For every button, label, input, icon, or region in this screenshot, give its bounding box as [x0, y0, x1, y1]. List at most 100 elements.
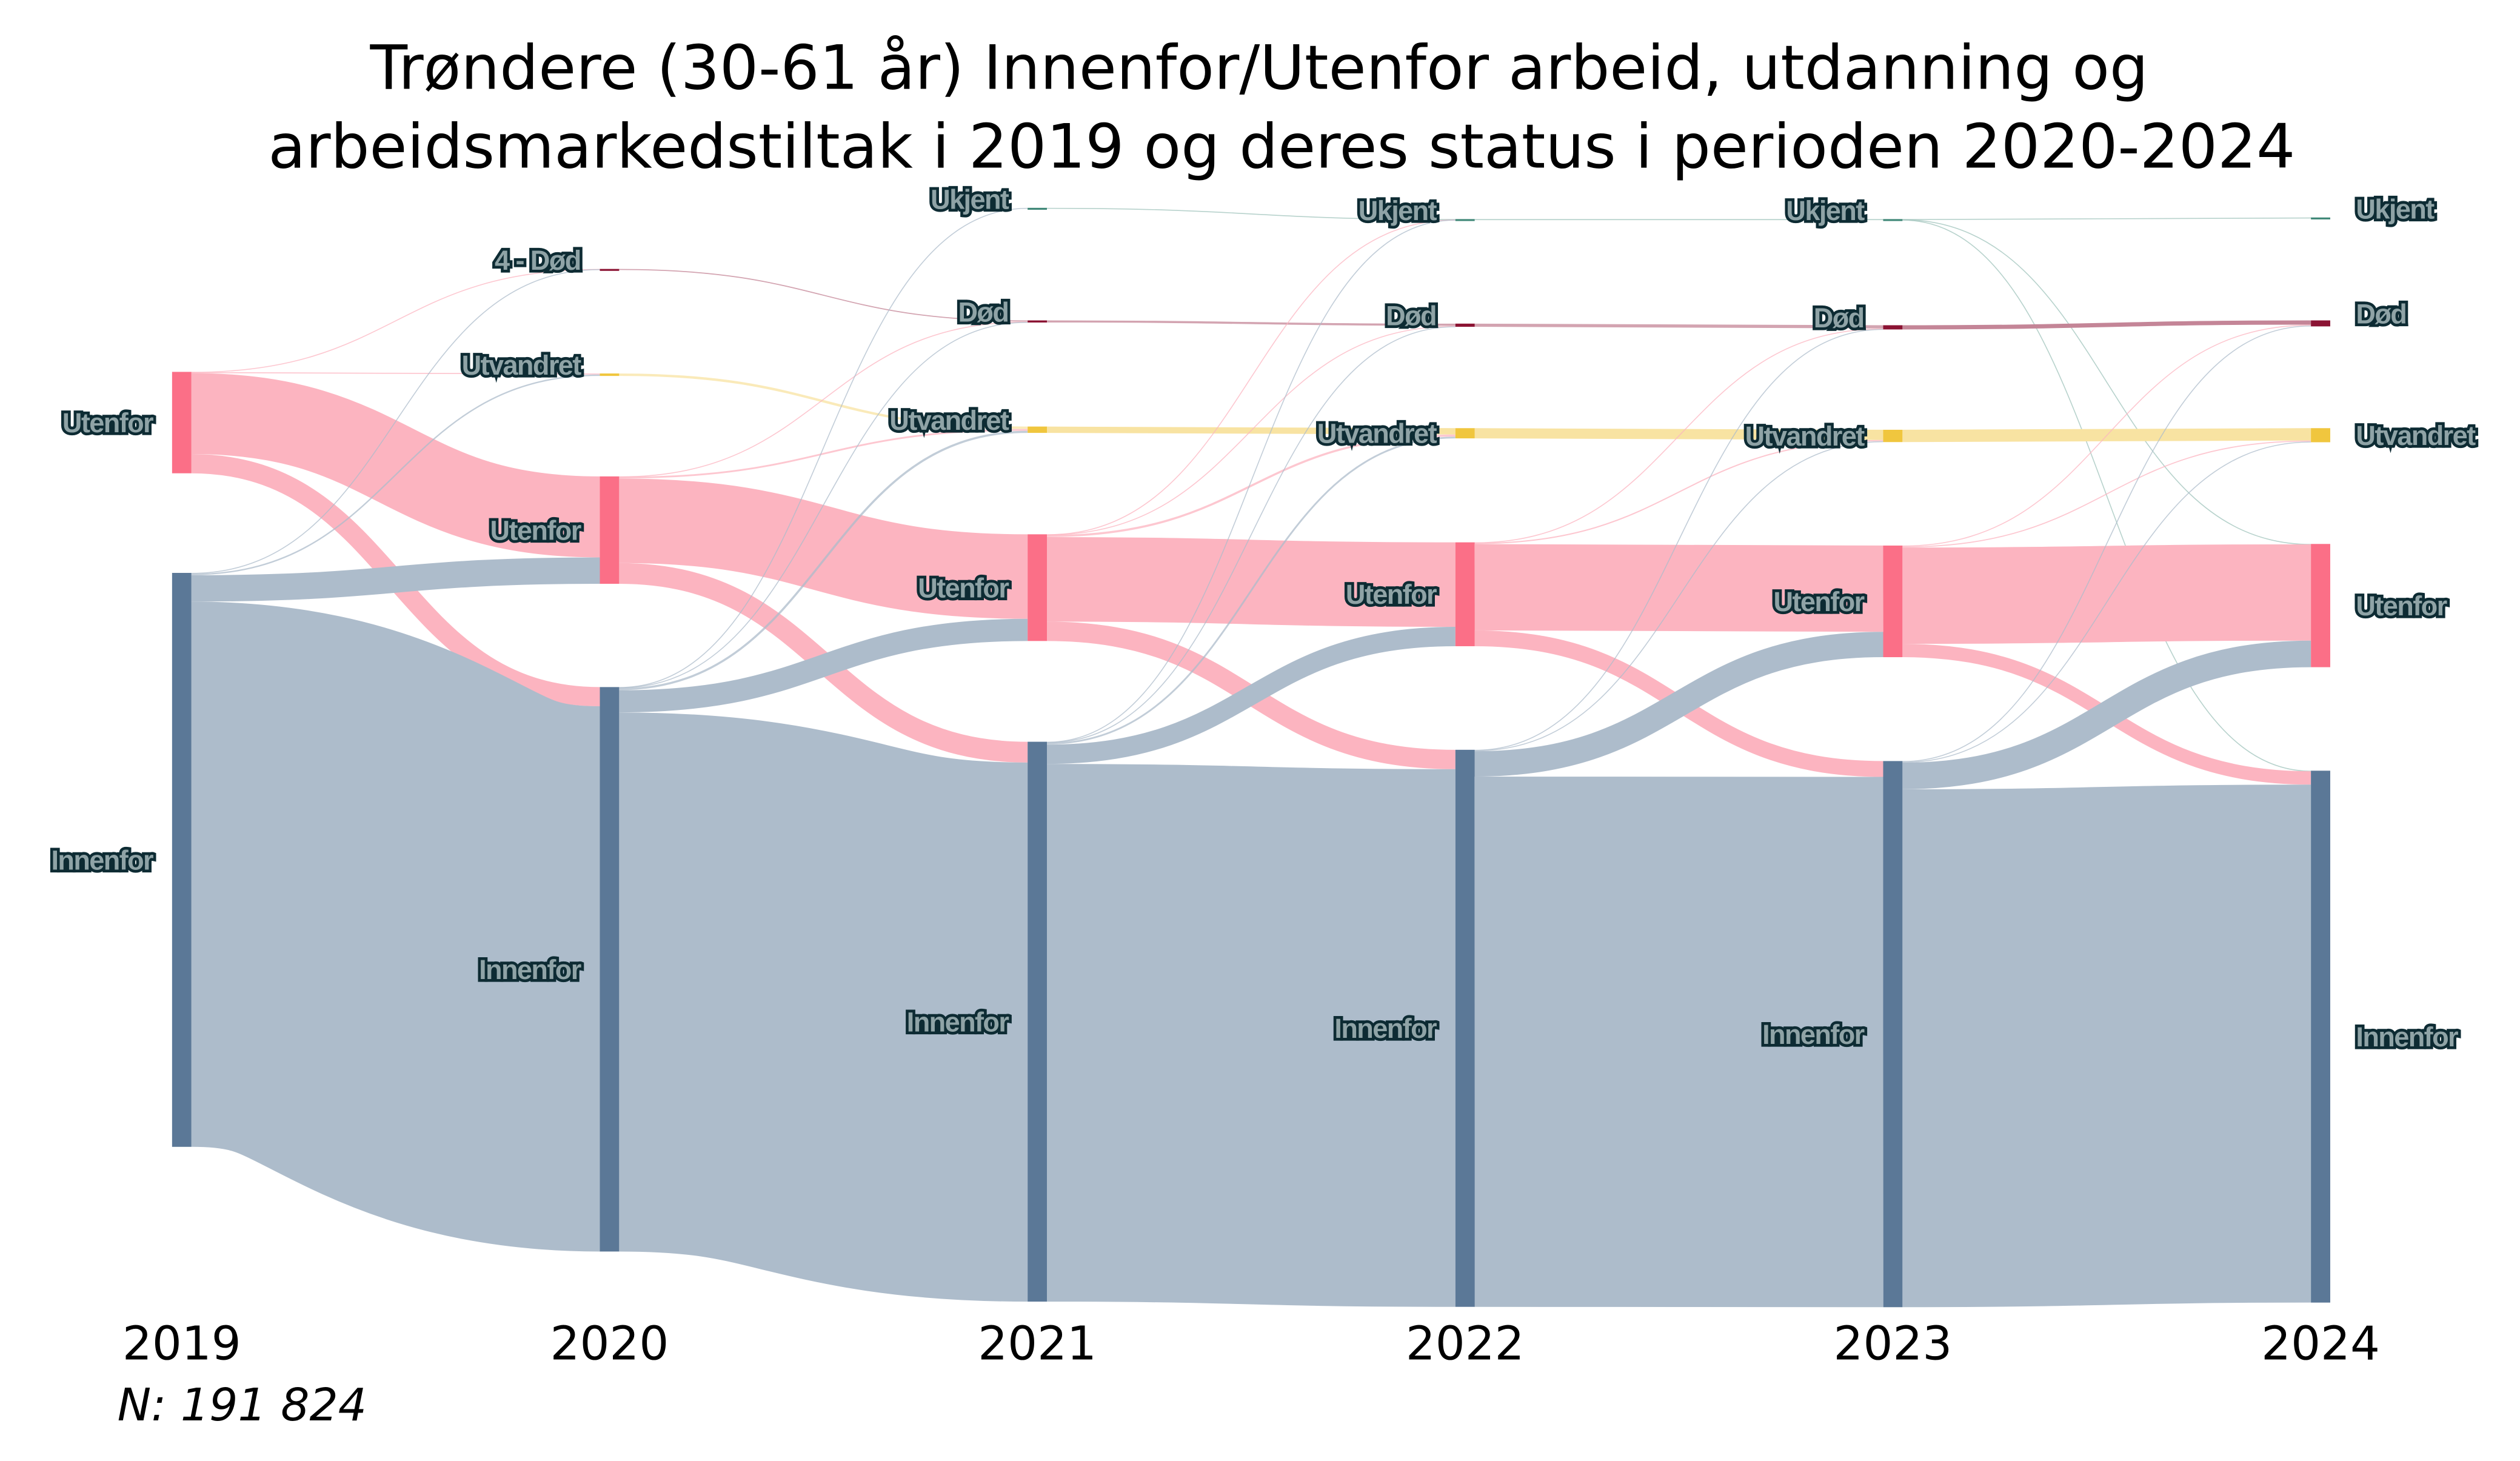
node-2020-innenfor[interactable]: [600, 687, 620, 1252]
node-2024-innenfor[interactable]: [2311, 771, 2330, 1303]
link-2021-utenfor-to-dod[interactable]: [1046, 326, 1456, 536]
node-label-2024-innenfor: Innenfor: [2356, 1021, 2458, 1052]
node-label-2020-utvandret: Utvandret: [462, 350, 582, 381]
node-label-2020-innenfor: Innenfor: [479, 954, 581, 985]
node-label-2022-ukjent: Ukjent: [1359, 195, 1437, 226]
link-2022-dod-to-dod[interactable]: [1474, 323, 1883, 329]
node-2024-dod[interactable]: [2311, 320, 2330, 327]
link-2023-ukjent-to-utenfor[interactable]: [1902, 219, 2311, 545]
link-2019-utenfor-to-4-dod[interactable]: [191, 269, 600, 373]
link-2021-ukjent-to-ukjent[interactable]: [1046, 207, 1456, 220]
node-2019-utenfor[interactable]: [172, 372, 192, 473]
link-2021-innenfor-to-dod[interactable]: [1046, 326, 1456, 744]
link-2023-utenfor-to-utvandret[interactable]: [1902, 440, 2311, 548]
link-2020-utenfor-to-dod[interactable]: [619, 321, 1028, 478]
links-layer: [187, 207, 2311, 1308]
link-2023-innenfor-to-dod[interactable]: [1902, 325, 2311, 762]
node-label-2023-utvandret: Utvandret: [1745, 421, 1865, 452]
link-2021-dod-to-dod[interactable]: [1046, 320, 1456, 326]
node-label-2022-innenfor: Innenfor: [1334, 1013, 1437, 1044]
link-2022-utvandret-to-utvandret[interactable]: [1474, 428, 1883, 440]
link-2019-innenfor-to-4-dod[interactable]: [191, 269, 600, 574]
link-2023-utenfor-to-dod[interactable]: [1902, 324, 2311, 547]
node-label-2021-innenfor: Innenfor: [907, 1006, 1009, 1037]
link-2022-utenfor-to-utenfor[interactable]: [1474, 544, 1883, 632]
link-2021-utenfor-to-ukjent[interactable]: [1046, 219, 1456, 535]
link-2022-innenfor-to-utvandret[interactable]: [1474, 441, 1883, 752]
node-label-2023-dod: Død: [1814, 303, 1864, 333]
link-2022-innenfor-to-innenfor[interactable]: [1474, 776, 1883, 1308]
column-label-2023: 2023: [1834, 1317, 1953, 1371]
column-label-2024: 2024: [2261, 1317, 2380, 1371]
link-2020-utvandret-to-utvandret[interactable]: [619, 373, 1028, 429]
node-2024-ukjent[interactable]: [2311, 217, 2330, 219]
link-2021-innenfor-to-ukjent[interactable]: [1046, 219, 1456, 743]
node-2023-ukjent[interactable]: [1883, 219, 1903, 221]
link-2023-innenfor-to-utenfor[interactable]: [1902, 640, 2311, 789]
node-2023-utenfor[interactable]: [1883, 545, 1903, 658]
node-label-2024-utvandret: Utvandret: [2356, 420, 2476, 451]
link-2019-utenfor-to-utvandret[interactable]: [191, 372, 600, 375]
node-2022-innenfor[interactable]: [1455, 749, 1475, 1307]
sample-size-note: N: 191 824: [118, 1379, 367, 1431]
link-2021-utenfor-to-utenfor[interactable]: [1046, 537, 1456, 627]
link-2020-innenfor-to-innenfor[interactable]: [617, 712, 1030, 1302]
link-2020-innenfor-to-utenfor[interactable]: [619, 618, 1028, 713]
link-2022-utenfor-to-utvandret[interactable]: [1474, 440, 1883, 544]
node-label-2023-utenfor: Utenfor: [1774, 586, 1865, 617]
column-label-2020: 2020: [550, 1317, 669, 1371]
node-2022-dod[interactable]: [1455, 323, 1475, 327]
link-2023-utenfor-to-utenfor[interactable]: [1902, 544, 2311, 644]
link-2021-innenfor-to-innenfor[interactable]: [1046, 764, 1456, 1307]
node-2024-utvandret[interactable]: [2311, 428, 2330, 443]
link-2023-ukjent-to-ukjent[interactable]: [1902, 217, 2311, 220]
node-2021-utenfor[interactable]: [1028, 534, 1047, 641]
link-2022-innenfor-to-dod[interactable]: [1474, 329, 1883, 751]
link-2019-innenfor-to-utenfor[interactable]: [191, 557, 600, 602]
link-2021-innenfor-to-utvandret[interactable]: [1046, 436, 1456, 745]
node-2024-utenfor[interactable]: [2311, 544, 2330, 667]
link-2023-innenfor-to-innenfor[interactable]: [1902, 784, 2311, 1308]
node-2020-4-dod[interactable]: [600, 269, 620, 271]
node-2021-dod[interactable]: [1028, 320, 1047, 323]
node-label-2020-4-dod: 4 - Død: [495, 245, 581, 276]
link-2019-innenfor-to-utvandret[interactable]: [191, 374, 600, 575]
link-2021-innenfor-to-utenfor[interactable]: [1046, 627, 1456, 764]
link-2020-innenfor-to-dod[interactable]: [619, 321, 1028, 689]
node-label-2019-utenfor: Utenfor: [62, 407, 153, 438]
node-2020-utvandret[interactable]: [600, 373, 620, 376]
link-2022-utenfor-to-dod[interactable]: [1474, 328, 1883, 544]
node-2019-innenfor[interactable]: [172, 573, 192, 1147]
link-2019-innenfor-to-innenfor[interactable]: [187, 601, 604, 1252]
node-label-2020-utenfor: Utenfor: [490, 515, 581, 546]
node-label-2021-dod: Død: [958, 296, 1008, 327]
node-2022-utvandret[interactable]: [1455, 428, 1475, 439]
node-2021-ukjent[interactable]: [1028, 207, 1047, 210]
node-2023-innenfor[interactable]: [1883, 761, 1903, 1308]
node-2022-ukjent[interactable]: [1455, 219, 1475, 221]
node-label-2022-utvandret: Utvandret: [1317, 418, 1437, 449]
chart-title-line-1: Trøndere (30-61 år) Innenfor/Utenfor arb…: [369, 32, 2148, 104]
link-2020-utenfor-to-utvandret[interactable]: [619, 429, 1028, 479]
node-2021-innenfor[interactable]: [1028, 741, 1047, 1302]
node-2021-utvandret[interactable]: [1028, 426, 1047, 433]
link-2021-utenfor-to-utvandret[interactable]: [1046, 434, 1456, 538]
node-2022-utenfor[interactable]: [1455, 542, 1475, 646]
node-label-2024-utenfor: Utenfor: [2356, 590, 2447, 621]
node-2023-utvandret[interactable]: [1883, 429, 1903, 443]
link-2022-innenfor-to-utenfor[interactable]: [1474, 632, 1883, 777]
link-2020-innenfor-to-utvandret[interactable]: [619, 430, 1028, 690]
node-2020-utenfor[interactable]: [600, 476, 620, 584]
node-2023-dod[interactable]: [1883, 325, 1903, 330]
link-2020-innenfor-to-ukjent[interactable]: [619, 207, 1028, 688]
link-2023-innenfor-to-utvandret[interactable]: [1902, 441, 2311, 763]
node-label-2021-ukjent: Ukjent: [931, 184, 1009, 215]
column-label-2019: 2019: [122, 1317, 241, 1371]
link-2019-utenfor-to-utenfor[interactable]: [191, 373, 600, 558]
link-2023-ukjent-to-innenfor[interactable]: [1902, 219, 2311, 772]
link-2023-dod-to-dod[interactable]: [1902, 320, 2311, 330]
link-2020-utenfor-to-utenfor[interactable]: [619, 478, 1028, 619]
node-label-2021-utenfor: Utenfor: [918, 572, 1009, 603]
link-2020-4-dod-to-dod[interactable]: [619, 269, 1028, 322]
